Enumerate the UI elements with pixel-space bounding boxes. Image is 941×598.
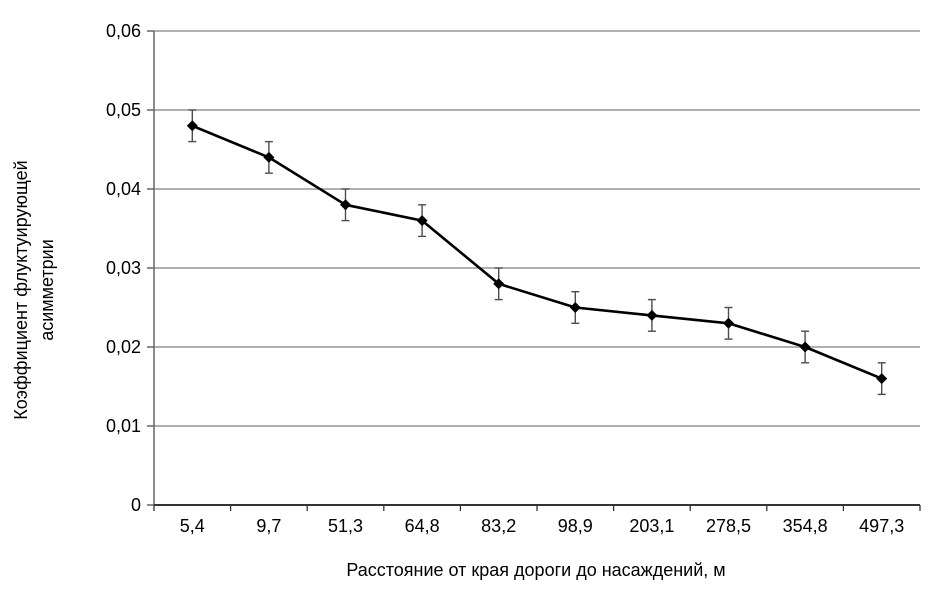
y-tick-label: 0,02 [106,337,141,357]
x-tick-label: 64,8 [405,516,440,536]
data-point-marker [569,302,581,313]
tick-labels-layer: 0 0,01 0,02 0,03 0,04 0,05 0,06 5,4 9,7 51,3 64,8 8… [106,21,904,536]
gridlines-layer [154,30,920,427]
x-tick-label: 9,7 [256,516,281,536]
y-tick-label: 0,04 [106,179,141,199]
x-tick-label: 278,5 [706,516,751,536]
x-axis-title: Расстояние от края дороги до насаждений,… [346,560,725,580]
data-point-marker [340,199,351,211]
y-axis-title-line1: Коэффициент флуктуирующей [11,160,31,419]
y-tick-label: 0,06 [106,21,141,41]
x-tick-label: 51,3 [328,516,363,536]
axes-layer [147,30,921,511]
x-tick-label: 5,4 [180,516,205,536]
y-tick-label: 0,05 [106,100,141,120]
data-point-marker [263,151,275,163]
series-layer [186,120,888,385]
y-axis-title-line2: асимметрии [37,239,57,341]
data-point-marker [723,317,734,329]
x-tick-label: 98,9 [558,516,593,536]
x-tick-label: 203,1 [629,516,674,536]
y-tick-label: 0,03 [106,258,141,278]
x-tick-label: 83,2 [481,516,516,536]
data-point-marker [799,341,811,353]
data-point-marker [416,215,428,227]
data-point-marker [646,309,658,321]
y-tick-label: 0,01 [106,416,141,436]
data-point-marker [493,278,505,290]
x-tick-label: 497,3 [859,516,904,536]
series-line [191,124,883,380]
x-tick-label: 354,8 [783,516,828,536]
data-point-marker [876,373,888,385]
error-bars-layer [188,109,886,396]
data-point-marker [186,120,198,132]
y-tick-label: 0 [131,495,141,515]
